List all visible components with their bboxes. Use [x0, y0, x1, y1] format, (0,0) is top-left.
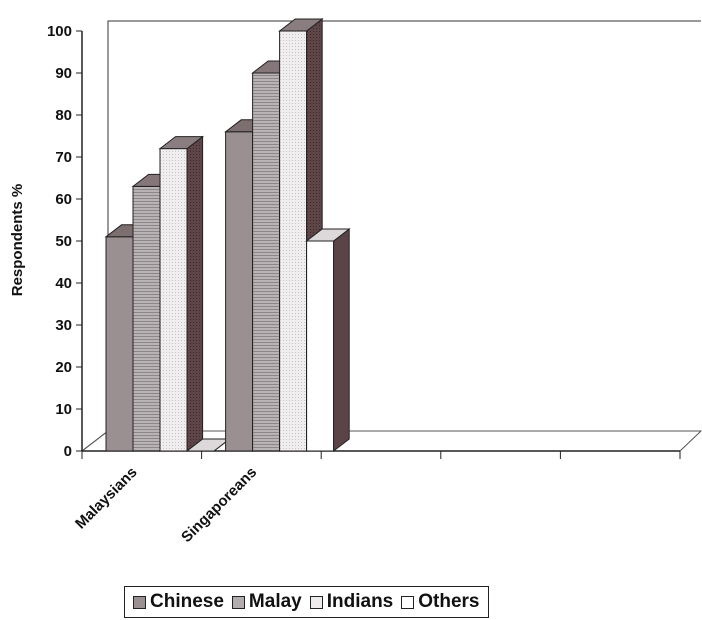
legend-item-indians: Indians	[309, 591, 394, 613]
x-axis: Malaysians Singaporeans	[72, 450, 681, 546]
legend-swatch	[401, 595, 415, 609]
bar-top	[158, 136, 205, 150]
legend-swatch	[309, 595, 323, 609]
y-tick-label: 60	[55, 191, 72, 208]
bar	[158, 135, 205, 453]
y-tick-label: 10	[55, 401, 72, 418]
legend-label: Indians	[326, 591, 394, 612]
bar-side	[186, 135, 204, 453]
bar-top	[278, 18, 324, 32]
bar-front	[252, 72, 281, 452]
legend-item-others: Others	[401, 591, 480, 613]
bar-front	[159, 148, 188, 452]
x-category-label: Malaysians	[72, 464, 141, 533]
bars-group	[104, 17, 351, 453]
legend-item-chinese: Chinese	[133, 591, 224, 613]
chart-frame	[81, 20, 702, 452]
legend-label: Chinese	[150, 591, 224, 612]
bar-front	[132, 185, 161, 452]
bar-front	[279, 30, 308, 452]
y-tick-label: 100	[47, 23, 72, 40]
y-tick-label: 20	[55, 359, 72, 376]
bar-front	[225, 131, 254, 452]
y-tick-label: 0	[64, 443, 72, 460]
y-tick-label: 80	[55, 107, 72, 124]
x-category-label: Singaporeans	[178, 464, 260, 546]
bar-top	[305, 228, 351, 242]
legend: Chinese Malay Indians Others	[124, 586, 489, 618]
y-tick-label: 30	[55, 317, 72, 334]
bar-side	[333, 227, 350, 453]
bar-front	[306, 240, 335, 452]
y-tick-label: 50	[55, 233, 72, 250]
legend-label: Others	[418, 591, 480, 612]
y-tick-label: 70	[55, 149, 72, 166]
y-tick-label: 40	[55, 275, 72, 292]
legend-item-malay: Malay	[231, 591, 302, 613]
legend-label: Malay	[248, 591, 302, 612]
floor-edge	[81, 430, 702, 452]
bar	[305, 227, 351, 453]
y-tick-label: 90	[55, 65, 72, 82]
legend-swatch	[231, 595, 245, 609]
bar-front	[105, 236, 134, 452]
legend-swatch	[133, 595, 146, 609]
y-axis: 0 10 20 30 40 50 60 70 80 90 100	[47, 23, 83, 460]
y-axis-title: Respondents %	[9, 184, 26, 297]
